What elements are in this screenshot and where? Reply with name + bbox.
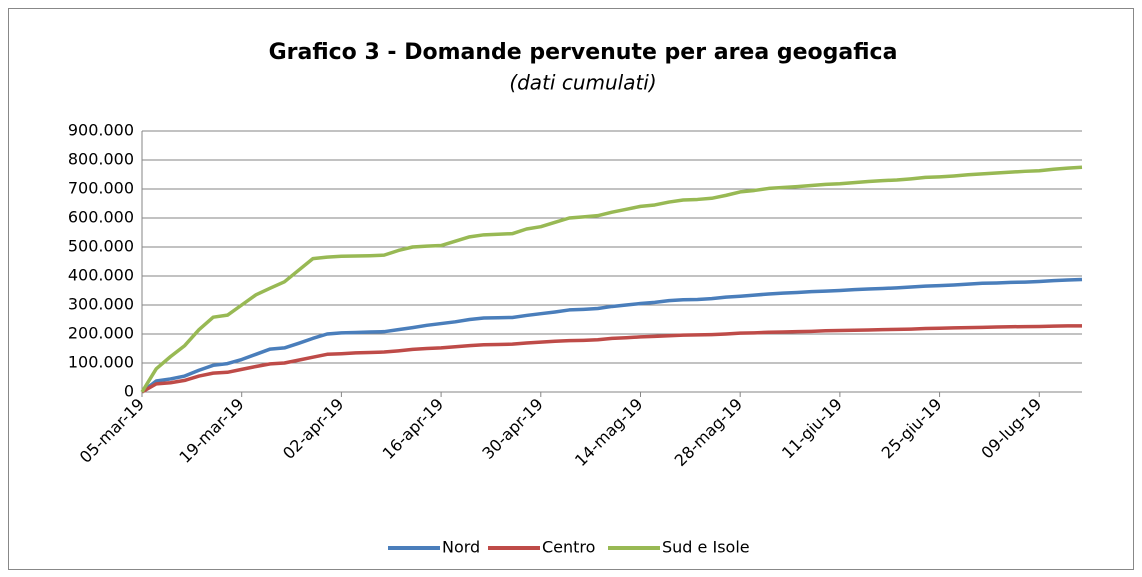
series-line <box>140 277 1083 394</box>
y-tick-label: 200.000 <box>68 324 134 343</box>
legend-label: Nord <box>442 538 480 557</box>
y-tick-label: 600.000 <box>68 208 134 227</box>
y-tick-label: 700.000 <box>68 179 134 198</box>
y-tick-label: 0 <box>124 382 134 401</box>
chart-frame <box>8 8 1134 570</box>
legend-label: Centro <box>542 538 595 557</box>
chart-subtitle: (dati cumulati) <box>509 71 656 95</box>
chart-title: Grafico 3 - Domande pervenute per area g… <box>269 40 898 65</box>
legend-label: Sud e Isole <box>662 538 750 557</box>
y-tick-label: 100.000 <box>68 353 134 372</box>
y-tick-label: 900.000 <box>68 121 134 140</box>
series-line <box>141 324 1082 394</box>
series-line <box>140 165 1083 393</box>
y-tick-label: 300.000 <box>68 295 134 314</box>
y-tick-label: 400.000 <box>68 266 134 285</box>
y-tick-label: 500.000 <box>68 237 134 256</box>
y-tick-label: 800.000 <box>68 150 134 169</box>
